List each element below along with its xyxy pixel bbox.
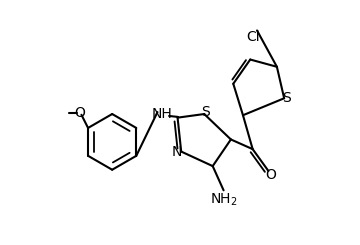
- Text: N: N: [172, 145, 182, 159]
- Text: O: O: [265, 168, 276, 182]
- Text: NH$_2$: NH$_2$: [210, 192, 238, 208]
- Text: O: O: [74, 106, 85, 120]
- Text: Cl: Cl: [246, 29, 260, 44]
- Text: S: S: [201, 105, 210, 119]
- Text: S: S: [282, 91, 291, 105]
- Text: NH: NH: [152, 107, 172, 121]
